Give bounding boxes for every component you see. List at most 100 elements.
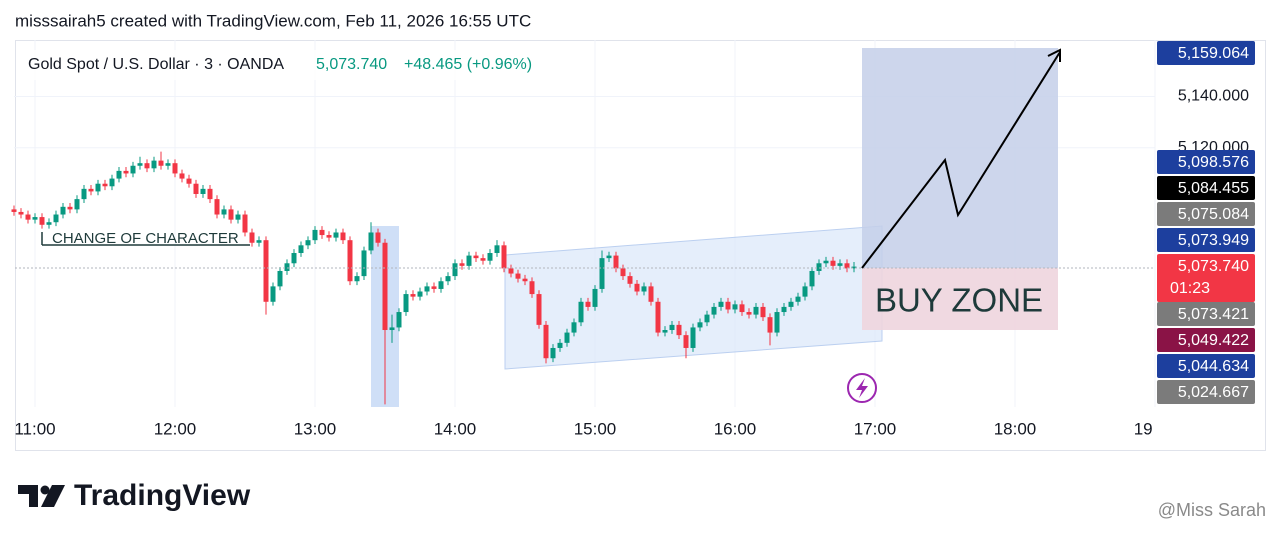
header: misssairah5 created with TradingView.com… [15, 11, 531, 30]
channel [504, 225, 883, 370]
price-label: 5,098.576 [1178, 154, 1249, 171]
candle-body [536, 294, 542, 325]
candles [11, 151, 857, 405]
candle-body [74, 199, 80, 210]
y-tick-label: 5,140.000 [1178, 88, 1249, 105]
price-label: 5,159.064 [1178, 45, 1249, 62]
price-label: 5,073.740 [1178, 258, 1249, 275]
candle-body [298, 245, 304, 254]
candle-body [564, 332, 570, 343]
candle-body [165, 163, 171, 166]
buy-zone [862, 268, 1058, 330]
target-zone [862, 48, 1058, 268]
candle-body [207, 188, 213, 200]
price-label: 5,073.421 [1178, 306, 1249, 323]
candle-body [249, 232, 255, 243]
legend-bg [18, 50, 558, 80]
price-label: 5,024.667 [1178, 384, 1249, 401]
x-tick-label: 14:00 [434, 419, 477, 438]
candle-body [291, 253, 297, 264]
logo-text: TradingView [74, 479, 251, 512]
price-label-box [1157, 328, 1255, 352]
candle-body [263, 240, 269, 302]
price-label: 5,075.084 [1178, 206, 1249, 223]
x-tick-label: 18:00 [994, 419, 1037, 438]
candle-body [284, 263, 290, 271]
candle-body [228, 209, 234, 220]
candle-body [214, 199, 220, 215]
candle-body [88, 188, 94, 192]
price-label-box [1157, 176, 1255, 200]
candle-body [732, 304, 738, 310]
candle-body [508, 268, 514, 274]
candle-body [690, 327, 696, 348]
candle-body [718, 301, 724, 307]
candle-body [655, 301, 661, 333]
x-tick-label: 12:00 [154, 419, 197, 438]
x-tick-label: 19:00 [1134, 419, 1177, 438]
candle-body [172, 163, 178, 174]
price-label-box [1157, 202, 1255, 226]
candle-body [319, 229, 325, 236]
choch-label: CHANGE OF CHARACTER [52, 230, 239, 247]
candle-body [774, 312, 780, 333]
candle-body [697, 322, 703, 328]
change: +48.465 (+0.96%) [404, 56, 532, 73]
candle-body [375, 232, 381, 243]
candle-body [543, 324, 549, 359]
candle-body [529, 281, 535, 295]
candle-body [25, 214, 31, 220]
candle-body [95, 183, 101, 192]
candle-body [200, 188, 206, 194]
candle-body [116, 170, 122, 179]
x-tick-label: 15:00 [574, 419, 617, 438]
candle-body [606, 255, 612, 259]
candle-body [816, 263, 822, 271]
candle-body [704, 314, 710, 323]
symbol: Gold Spot / U.S. Dollar · 3 · OANDA [28, 56, 284, 73]
price-label-box [1157, 254, 1255, 302]
candle-body [585, 301, 591, 307]
candle-body [851, 266, 857, 269]
price-label-box [1157, 302, 1255, 326]
candle-body [221, 209, 227, 215]
candle-body [480, 258, 486, 261]
candle-body [410, 294, 416, 297]
candle-body [452, 263, 458, 277]
last-price: 5,073.740 [316, 56, 387, 73]
projection-arrow [861, 51, 1061, 269]
x-tick-label: 16:00 [714, 419, 757, 438]
price-label: 5,073.949 [1178, 232, 1249, 249]
candle-body [592, 288, 598, 307]
candle-body [340, 232, 346, 241]
candle-body [312, 229, 318, 241]
candle-body [417, 291, 423, 297]
candle-body [431, 286, 437, 289]
candle-body [648, 286, 654, 302]
candle-body [501, 245, 507, 269]
candle-body [347, 240, 353, 282]
candle-body [18, 211, 24, 215]
candle-body [753, 306, 759, 315]
candle-body [641, 286, 647, 292]
price-label: 5,049.422 [1178, 332, 1249, 349]
candle-body [781, 306, 787, 313]
candle-body [473, 255, 479, 259]
x-axis: 11:00 12:00 13:00 14:00 15:00 16:00 17:00 18:00… [14, 419, 1177, 438]
x-tick-label: 13:00 [294, 419, 337, 438]
logo: TradingView [18, 479, 251, 512]
candle-body [571, 322, 577, 333]
candle-body [354, 276, 360, 282]
x-tick-label: 11:00 [14, 419, 55, 438]
candle-body [550, 347, 556, 359]
candle-body [809, 270, 815, 287]
candle-body [151, 160, 157, 169]
candle-body [445, 276, 451, 282]
candle-body [844, 263, 850, 269]
x-tick-label: 17:00 [854, 419, 897, 438]
candle-body [424, 286, 430, 292]
candle-body [46, 222, 52, 225]
candle-body [662, 330, 668, 333]
candle-body [102, 183, 108, 187]
